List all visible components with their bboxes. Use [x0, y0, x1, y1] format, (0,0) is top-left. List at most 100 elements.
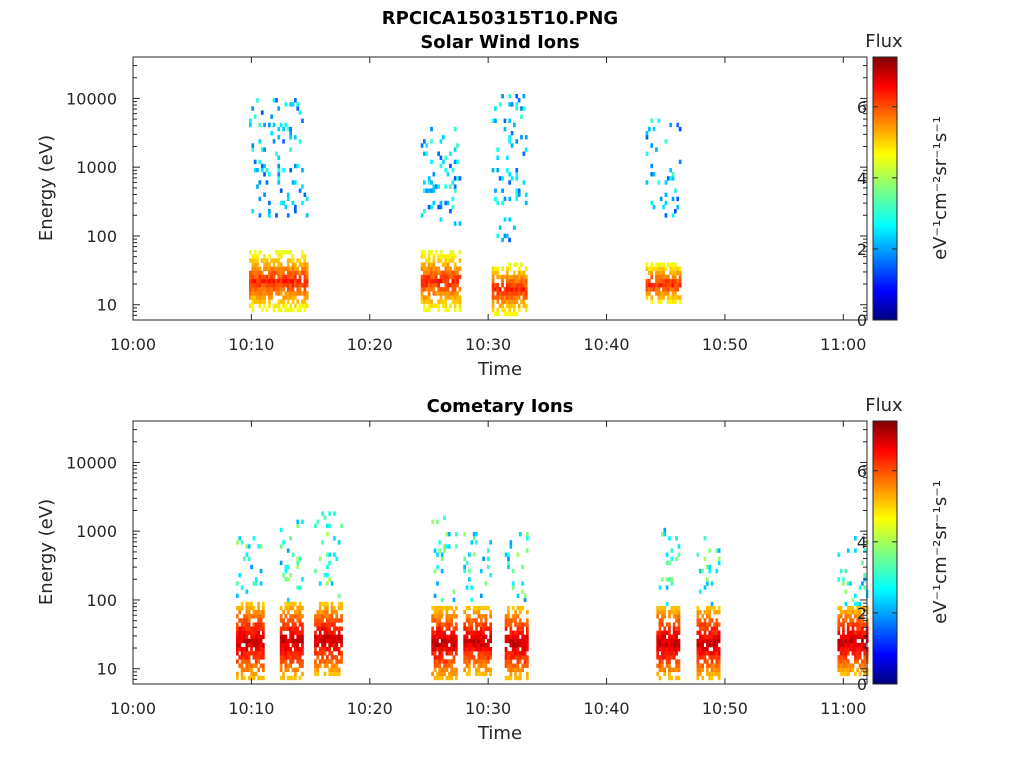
flux-cell — [258, 139, 262, 144]
flux-cell — [526, 630, 529, 635]
flux-cell — [505, 283, 509, 288]
flux-cell — [262, 622, 265, 627]
flux-cell — [289, 278, 292, 284]
flux-cell — [250, 671, 253, 677]
flux-cell — [854, 593, 857, 598]
flux-cell — [316, 638, 320, 644]
flux-cell — [284, 204, 288, 210]
flux-cell — [703, 622, 707, 627]
flux-cell — [427, 274, 431, 280]
flux-cell — [436, 519, 439, 524]
flux-cell — [257, 659, 260, 664]
flux-cell — [318, 610, 322, 615]
flux-cell — [245, 630, 249, 635]
flux-cell — [294, 655, 297, 660]
flux-cell — [521, 605, 524, 611]
flux-cell — [260, 110, 264, 115]
flux-cell — [240, 651, 244, 656]
flux-cell — [251, 287, 255, 292]
flux-cell — [284, 102, 288, 107]
flux-cell — [252, 638, 256, 644]
flux-cell — [514, 610, 517, 615]
flux-cell — [672, 626, 676, 631]
flux-cell — [330, 605, 334, 611]
flux-cell — [444, 155, 448, 160]
flux-cell — [286, 258, 290, 263]
flux-cell — [451, 287, 455, 292]
flux-cell — [456, 291, 459, 296]
flux-cell — [513, 299, 516, 304]
flux-cell — [440, 671, 444, 677]
flux-cell — [456, 176, 459, 181]
flux-cell — [661, 655, 664, 660]
flux-cell — [438, 614, 442, 619]
flux-cell — [277, 254, 281, 259]
flux-cell — [253, 262, 257, 267]
flux-cell — [286, 274, 290, 280]
flux-cell — [708, 622, 712, 627]
flux-cell — [251, 303, 255, 308]
flux-cell — [849, 622, 852, 627]
flux-cell — [284, 266, 288, 271]
flux-cell — [470, 626, 474, 631]
flux-cell — [335, 610, 339, 615]
flux-cell — [420, 278, 424, 284]
flux-cell — [440, 626, 444, 631]
flux-cell — [659, 283, 663, 288]
flux-cell — [854, 601, 857, 607]
flux-cell — [487, 655, 490, 660]
flux-cell — [272, 307, 276, 313]
flux-cell — [432, 278, 436, 284]
flux-cell — [296, 618, 300, 623]
flux-cell — [703, 585, 707, 590]
flux-cell — [262, 634, 265, 640]
flux-cell — [444, 303, 448, 308]
flux-cell — [504, 663, 508, 668]
flux-cell — [328, 577, 331, 582]
flux-cell — [675, 647, 678, 652]
flux-cell — [463, 556, 466, 561]
flux-cell — [496, 283, 500, 288]
flux-cell — [513, 270, 516, 276]
flux-cell — [863, 573, 867, 578]
flux-cell — [433, 610, 437, 615]
flux-cell — [291, 254, 295, 259]
flux-cell — [518, 659, 522, 664]
flux-cell — [496, 291, 500, 296]
flux-cell — [507, 560, 510, 566]
flux-cell — [301, 303, 304, 308]
flux-cell — [298, 556, 302, 561]
flux-cell — [858, 671, 862, 677]
flux-cell — [254, 663, 258, 668]
flux-cell — [436, 581, 439, 586]
flux-cell — [661, 614, 664, 619]
flux-cell — [316, 626, 320, 631]
flux-cell — [713, 610, 716, 615]
flux-cell — [294, 671, 297, 677]
flux-cell — [839, 634, 843, 640]
flux-cell — [328, 651, 331, 656]
flux-cell — [265, 287, 269, 292]
flux-cell — [842, 651, 845, 656]
flux-cell — [252, 663, 256, 668]
flux-cell — [703, 618, 707, 623]
flux-cell — [521, 655, 524, 660]
flux-cell — [270, 278, 273, 284]
flux-cell — [696, 622, 700, 627]
flux-cell — [665, 659, 669, 664]
flux-cell — [509, 634, 513, 640]
flux-cell — [296, 647, 300, 652]
flux-cell — [253, 168, 257, 173]
flux-cell — [715, 671, 719, 677]
flux-cell — [427, 262, 431, 267]
flux-cell — [314, 634, 317, 640]
flux-cell — [289, 168, 292, 173]
y-tick-label: 10000 — [66, 453, 117, 472]
flux-cell — [253, 299, 257, 304]
flux-cell — [436, 622, 439, 627]
flux-cell — [250, 605, 253, 611]
flux-cell — [330, 659, 334, 664]
flux-cell — [263, 254, 266, 259]
flux-cell — [438, 642, 442, 648]
flux-cell — [250, 638, 253, 644]
